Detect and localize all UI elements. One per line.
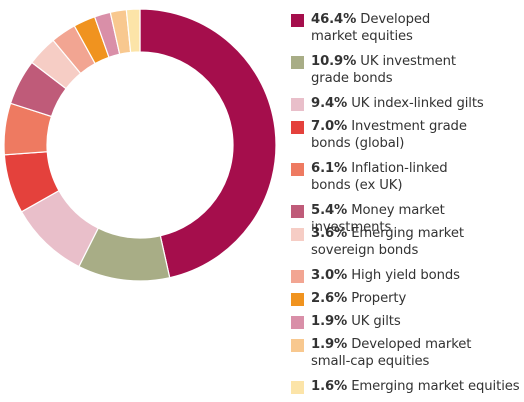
legend-percent: 1.9%	[311, 337, 348, 352]
legend-text-line1: UK investment	[360, 54, 456, 69]
legend-swatch	[291, 293, 304, 306]
legend-label: 9.4% UK index-linked gilts	[311, 95, 524, 112]
legend-text-line1: Money market investments	[311, 203, 445, 235]
legend-text-line1: Emerging market	[351, 226, 464, 241]
legend-label: 1.9% Developed market small-cap equities	[311, 336, 524, 370]
legend-percent: 3.0%	[311, 268, 348, 283]
legend-label: 3.0% High yield bonds	[311, 267, 524, 284]
legend-text-line1: UK index-linked gilts	[351, 96, 484, 111]
legend-percent: 5.4%	[311, 203, 348, 218]
legend-text-line1: UK gilts	[351, 314, 401, 329]
legend-percent: 1.6%	[311, 379, 348, 394]
legend-text-line1: Emerging market equities	[351, 379, 520, 394]
legend-label: 6.1% Inflation-linked bonds (ex UK)	[311, 160, 524, 194]
legend-text-line2: market equities	[311, 29, 413, 44]
legend-label: 3.6% Emerging market sovereign bonds	[311, 225, 524, 259]
legend-label: 1.6% Emerging market equities	[311, 378, 524, 395]
legend-swatch	[291, 270, 304, 283]
legend-swatch	[291, 163, 304, 176]
legend-text-line1: Developed market	[351, 337, 472, 352]
legend-text-line1: Inflation-linked	[351, 161, 448, 176]
donut-slice-1	[139, 8, 277, 279]
legend-swatch	[291, 381, 304, 394]
legend-percent: 7.0%	[311, 119, 348, 134]
legend-swatch	[291, 121, 304, 134]
legend-percent: 46.4%	[311, 12, 357, 27]
donut-chart	[3, 8, 277, 282]
legend-text-line1: High yield bonds	[351, 268, 460, 283]
legend-label: 7.0% Investment grade bonds (global)	[311, 118, 524, 152]
legend-text-line2: bonds (global)	[311, 136, 405, 151]
legend-swatch	[291, 98, 304, 111]
legend-swatch	[291, 316, 304, 329]
legend-text-line1: Investment grade	[351, 119, 467, 134]
legend-text-line2: sovereign bonds	[311, 243, 419, 258]
legend-percent: 9.4%	[311, 96, 348, 111]
legend-swatch	[291, 14, 304, 27]
legend-text-line1: Developed	[360, 12, 431, 27]
legend-text-line2: bonds (ex UK)	[311, 178, 403, 193]
legend-swatch	[291, 228, 304, 241]
legend-swatch	[291, 339, 304, 352]
legend-text-line2: grade bonds	[311, 71, 393, 86]
legend-swatch	[291, 56, 304, 69]
legend-label: 10.9% UK investment grade bonds	[311, 53, 524, 87]
legend-swatch	[291, 205, 304, 218]
legend-percent: 6.1%	[311, 161, 348, 176]
legend-label: 2.6% Property	[311, 290, 524, 307]
legend-label: 46.4% Developed market equities	[311, 11, 524, 45]
legend-percent: 10.9%	[311, 54, 357, 69]
legend-percent: 3.6%	[311, 226, 348, 241]
legend-text-line1: Property	[351, 291, 407, 306]
legend-label: 5.4% Money market investments	[311, 202, 524, 236]
legend-label: 1.9% UK gilts	[311, 313, 524, 330]
legend-percent: 1.9%	[311, 314, 348, 329]
legend-text-line2: small-cap equities	[311, 354, 430, 369]
donut-slice-12	[125, 8, 141, 54]
legend-percent: 2.6%	[311, 291, 348, 306]
